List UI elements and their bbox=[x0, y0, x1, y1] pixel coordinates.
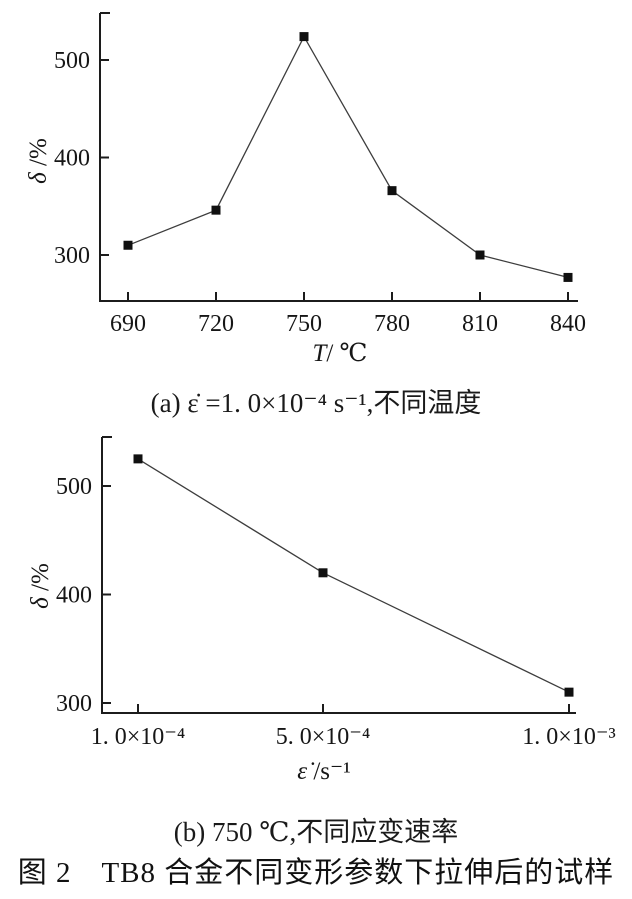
axis-spines bbox=[99, 13, 578, 302]
y-tick-label: 300 bbox=[56, 691, 92, 717]
data-point-marker bbox=[123, 240, 133, 250]
chart-panel-a: 690 720 750 780 810 840 300 400 500 T/ ℃ δ /% bbox=[25, 12, 586, 367]
y-tick-label: 300 bbox=[54, 243, 90, 269]
y-tick-label: 500 bbox=[56, 474, 92, 500]
data-point-marker bbox=[563, 272, 573, 282]
x-tick-label: 750 bbox=[286, 311, 322, 337]
figure-title: 图 2 TB8 合金不同变形参数下拉伸后的试样 bbox=[17, 857, 615, 889]
x-axis-label: T/ ℃ bbox=[312, 340, 367, 367]
x-tick-label: 780 bbox=[374, 311, 410, 337]
series-line bbox=[137, 458, 570, 693]
x-tick-label: 5. 0×10⁻⁴ bbox=[276, 724, 371, 750]
x-tick-label: 1. 0×10⁻⁴ bbox=[91, 724, 186, 750]
panel-b-caption: (b) 750 ℃,不同应变速率 bbox=[173, 817, 459, 847]
x-tick-label: 1. 0×10⁻³ bbox=[522, 724, 615, 750]
data-point-marker bbox=[211, 205, 221, 215]
x-tick-label: 690 bbox=[110, 311, 146, 337]
data-point-marker bbox=[318, 568, 328, 578]
axis-spines bbox=[101, 437, 576, 714]
panel-a-caption: (a) ε̇ =1. 0×10⁻⁴ s⁻¹,不同温度 bbox=[150, 388, 482, 418]
x-tick-label: 720 bbox=[198, 311, 234, 337]
y-tick-label: 400 bbox=[56, 583, 92, 609]
x-axis-label: ε̇ /s⁻¹ bbox=[297, 758, 350, 785]
data-point-marker bbox=[387, 186, 397, 196]
y-tick-label: 400 bbox=[54, 146, 90, 172]
data-point-marker bbox=[475, 250, 485, 260]
chart-panel-b: 1. 0×10⁻⁴ 5. 0×10⁻⁴ 1. 0×10⁻³ 300 400 500 ε̇ /… bbox=[27, 436, 616, 785]
series-line bbox=[127, 35, 569, 279]
y-axis-label: δ /% bbox=[27, 563, 54, 609]
data-point-marker bbox=[564, 687, 574, 697]
y-tick-label: 500 bbox=[54, 48, 90, 74]
x-tick-label: 810 bbox=[462, 311, 498, 337]
data-point-marker bbox=[299, 32, 309, 42]
x-tick-label: 840 bbox=[550, 311, 586, 337]
y-axis-label: δ /% bbox=[25, 138, 52, 184]
data-point-marker bbox=[133, 454, 143, 464]
